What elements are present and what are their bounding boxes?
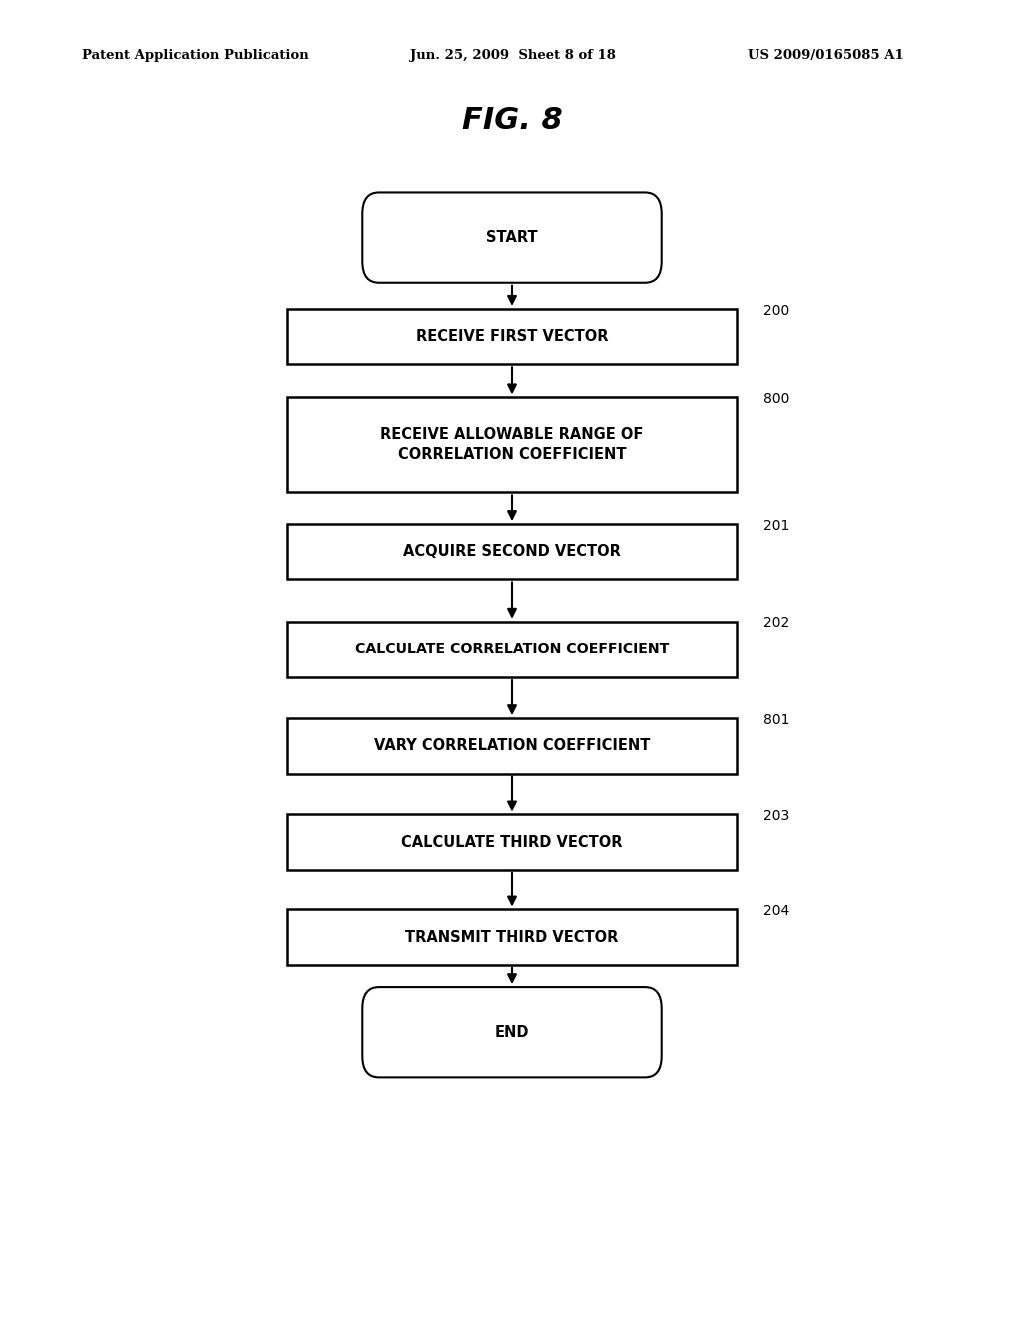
Text: RECEIVE ALLOWABLE RANGE OF
CORRELATION COEFFICIENT: RECEIVE ALLOWABLE RANGE OF CORRELATION C… <box>380 428 644 462</box>
Text: 202: 202 <box>763 616 790 631</box>
FancyBboxPatch shape <box>362 987 662 1077</box>
Bar <box>287 718 737 774</box>
Text: FIG. 8: FIG. 8 <box>462 106 562 135</box>
Bar <box>287 622 737 677</box>
Text: 201: 201 <box>763 519 790 533</box>
Bar <box>287 397 737 492</box>
Bar <box>287 909 737 965</box>
Text: US 2009/0165085 A1: US 2009/0165085 A1 <box>748 49 903 62</box>
Text: 200: 200 <box>763 304 790 318</box>
Bar <box>287 524 737 579</box>
FancyBboxPatch shape <box>362 193 662 282</box>
Text: START: START <box>486 230 538 246</box>
Bar <box>287 309 737 364</box>
Text: VARY CORRELATION COEFFICIENT: VARY CORRELATION COEFFICIENT <box>374 738 650 754</box>
Text: Patent Application Publication: Patent Application Publication <box>82 49 308 62</box>
Text: ACQUIRE SECOND VECTOR: ACQUIRE SECOND VECTOR <box>403 544 621 560</box>
Text: END: END <box>495 1024 529 1040</box>
Bar <box>287 814 737 870</box>
Text: CALCULATE CORRELATION COEFFICIENT: CALCULATE CORRELATION COEFFICIENT <box>354 643 670 656</box>
Text: 204: 204 <box>763 904 790 919</box>
Text: TRANSMIT THIRD VECTOR: TRANSMIT THIRD VECTOR <box>406 929 618 945</box>
Text: 203: 203 <box>763 809 790 824</box>
Text: 800: 800 <box>763 392 790 407</box>
Text: RECEIVE FIRST VECTOR: RECEIVE FIRST VECTOR <box>416 329 608 345</box>
Text: 801: 801 <box>763 713 790 727</box>
Text: Jun. 25, 2009  Sheet 8 of 18: Jun. 25, 2009 Sheet 8 of 18 <box>410 49 615 62</box>
Text: CALCULATE THIRD VECTOR: CALCULATE THIRD VECTOR <box>401 834 623 850</box>
